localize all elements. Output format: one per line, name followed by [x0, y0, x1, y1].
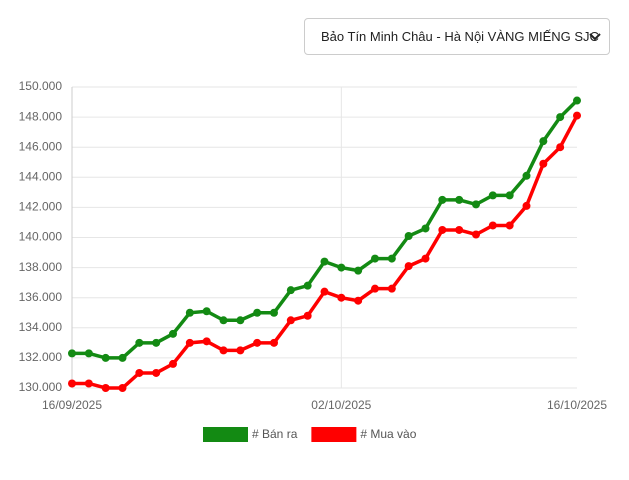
point — [354, 296, 363, 305]
dropdown-text: Bảo Tín Minh Châu - Hà Nội VÀNG MIẾNG SJ… — [321, 29, 599, 44]
y-tick-label: 146.000 — [19, 139, 63, 153]
point — [421, 224, 430, 233]
point — [101, 353, 110, 362]
point — [488, 221, 497, 230]
y-tick-label: 136.000 — [19, 290, 63, 304]
point — [202, 337, 211, 346]
point — [573, 111, 581, 120]
series-line — [72, 99, 579, 360]
point — [185, 338, 194, 347]
point — [573, 96, 581, 105]
y-tick-label: 144.000 — [19, 169, 63, 183]
y-tick-label: 134.000 — [19, 320, 63, 334]
point — [219, 346, 228, 355]
point — [236, 346, 245, 355]
point — [68, 349, 76, 358]
point — [84, 379, 93, 388]
point — [539, 137, 548, 146]
dropdown[interactable]: Bảo Tín Minh Châu - Hà Nội VÀNG MIẾNG SJ… — [304, 18, 610, 55]
point — [101, 384, 110, 392]
point — [253, 338, 262, 347]
point — [337, 263, 346, 272]
y-tick-label: 140.000 — [19, 230, 63, 244]
point — [387, 284, 396, 293]
point — [286, 316, 295, 325]
point — [286, 286, 295, 295]
legend-swatch — [203, 427, 248, 442]
point — [472, 230, 480, 239]
point — [404, 231, 413, 240]
point — [303, 311, 312, 320]
point — [185, 308, 194, 317]
point — [455, 225, 464, 234]
point — [488, 191, 497, 200]
point — [539, 159, 548, 168]
legend-label: # Bán ra — [252, 427, 298, 441]
point — [404, 262, 413, 271]
y-tick-label: 150.000 — [19, 79, 63, 93]
x-tick-label: 02/10/2025 — [311, 398, 371, 412]
point — [118, 384, 127, 392]
point — [236, 316, 245, 325]
point — [270, 308, 278, 317]
point — [152, 338, 161, 347]
point — [455, 195, 464, 204]
point — [253, 308, 262, 317]
x-tick-label: 16/10/2025 — [547, 398, 607, 412]
point — [84, 349, 93, 358]
point — [522, 171, 531, 180]
point — [505, 221, 514, 230]
point — [556, 143, 565, 152]
series-line — [72, 114, 579, 390]
point — [68, 379, 76, 388]
point — [337, 293, 346, 302]
point — [202, 307, 211, 316]
point — [135, 368, 144, 377]
point — [320, 257, 329, 266]
point — [371, 254, 379, 263]
point — [169, 359, 177, 368]
point — [371, 284, 379, 293]
point — [387, 254, 396, 263]
point — [135, 338, 144, 347]
point — [556, 113, 565, 122]
point — [303, 281, 312, 290]
point — [522, 201, 531, 210]
y-tick-label: 142.000 — [19, 200, 63, 214]
point — [505, 191, 514, 200]
point — [270, 338, 278, 347]
point — [152, 368, 161, 377]
x-tick-label: 16/09/2025 — [42, 398, 102, 412]
y-tick-label: 138.000 — [19, 260, 63, 274]
point — [320, 287, 329, 296]
y-tick-label: 132.000 — [19, 350, 63, 364]
point — [438, 225, 447, 234]
point — [354, 266, 363, 275]
legend-label: # Mua vào — [360, 427, 416, 441]
point — [118, 353, 127, 362]
y-tick-label: 148.000 — [19, 109, 63, 123]
chevron — [589, 33, 601, 41]
legend-swatch — [311, 427, 357, 442]
point — [421, 254, 430, 263]
point — [438, 195, 447, 204]
point — [169, 329, 177, 338]
y-tick-label: 130.000 — [19, 380, 63, 394]
point — [472, 200, 480, 209]
point — [219, 316, 228, 325]
